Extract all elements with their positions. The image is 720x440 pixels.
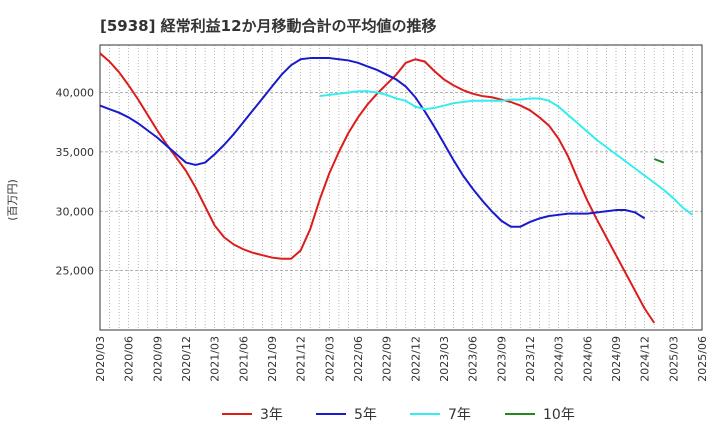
series-line-5年: [99, 57, 646, 228]
series-line-3年: [99, 52, 656, 324]
x-tick-label: 2024/03: [553, 336, 566, 382]
x-tick-label: 2023/12: [524, 336, 537, 382]
series-line-10年: [653, 158, 665, 164]
legend-label: 7年: [448, 407, 471, 423]
y-tick-label: 25,000: [56, 265, 95, 278]
legend-label: 10年: [543, 407, 575, 423]
legend-label: 5年: [354, 407, 377, 423]
y-tick-label: 35,000: [56, 146, 95, 159]
plot-frame: [99, 44, 703, 331]
series-lines: [99, 52, 694, 324]
x-tick-label: 2025/03: [667, 336, 680, 382]
y-tick-label: 40,000: [56, 87, 95, 100]
x-tick-label: 2022/06: [352, 336, 365, 382]
x-tick-label: 2020/06: [123, 336, 136, 382]
x-tick-label: 2024/09: [610, 336, 623, 382]
legend-label: 3年: [260, 407, 283, 423]
x-tick-label: 2021/03: [209, 336, 222, 382]
x-tick-label: 2024/06: [581, 336, 594, 382]
series-line-7年: [319, 90, 694, 216]
x-tick-label: 2022/12: [409, 336, 422, 382]
x-tick-label: 2022/03: [323, 336, 336, 382]
x-tick-label: 2023/06: [467, 336, 480, 382]
x-tick-label: 2021/12: [295, 336, 308, 382]
x-tick-label: 2022/09: [381, 336, 394, 382]
x-tick-label: 2024/12: [639, 336, 652, 382]
x-tick-label: 2020/09: [151, 336, 164, 382]
x-tick-label: 2021/09: [266, 336, 279, 382]
y-axis-label: (百万円): [6, 179, 19, 221]
horizontal-gridlines: [100, 92, 702, 272]
x-axis-ticks: 2020/03 2020/06 2020/09 2020/12 2021/03 2021/…: [94, 336, 709, 382]
y-axis-ticks: 25,000 30,000 35,000 40,000: [56, 87, 95, 278]
x-tick-label: 2020/12: [180, 336, 193, 382]
x-tick-label: 2020/03: [94, 336, 107, 382]
y-tick-label: 30,000: [56, 205, 95, 218]
x-tick-label: 2021/06: [237, 336, 250, 382]
x-tick-label: 2023/03: [438, 336, 451, 382]
x-tick-label: 2023/09: [495, 336, 508, 382]
x-tick-label: 2025/06: [696, 336, 709, 382]
plot-area: [100, 45, 702, 330]
vertical-gridlines: [109, 45, 693, 330]
legend: 3年 5年 7年 10年: [222, 407, 575, 423]
chart-title: [5938] 経常利益12か月移動合計の平均値の推移: [100, 17, 437, 35]
